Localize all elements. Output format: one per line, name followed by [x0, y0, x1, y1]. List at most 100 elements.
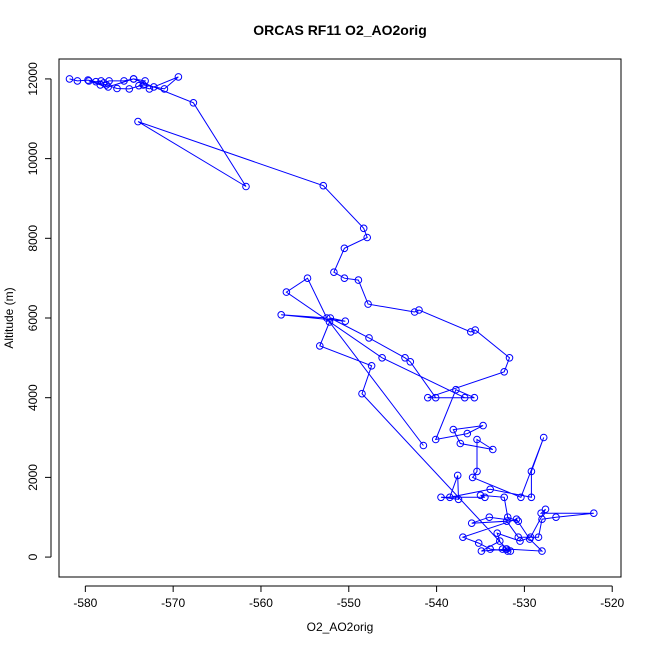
series-layer [65, 73, 598, 555]
data-point [446, 493, 454, 502]
data-point [363, 233, 372, 242]
y-tick-label: 12000 [26, 62, 40, 96]
data-point [486, 485, 495, 494]
data-point [527, 493, 536, 502]
data-point [431, 393, 440, 402]
data-point [452, 385, 460, 394]
data-point [481, 493, 489, 502]
data-point [534, 533, 543, 542]
data-point [354, 276, 363, 284]
data-point [506, 547, 515, 555]
data-point [125, 85, 134, 93]
data-point [141, 77, 149, 85]
data-point [512, 515, 521, 524]
data-point [105, 77, 113, 85]
data-point [120, 77, 128, 85]
data-point [486, 545, 495, 553]
data-point [517, 493, 525, 502]
data-point [500, 493, 509, 502]
y-tick-label: 8000 [26, 225, 40, 252]
data-point [415, 306, 423, 314]
data-point [453, 471, 462, 480]
x-tick-label: -560 [249, 596, 273, 610]
data-point [242, 182, 250, 191]
data-point [325, 318, 334, 326]
data-point [467, 328, 475, 336]
data-point [590, 509, 598, 518]
data-point [378, 354, 386, 362]
data-point [84, 76, 92, 84]
data-point [367, 362, 376, 370]
y-tick-label: 4000 [26, 384, 40, 411]
data-point [473, 435, 481, 444]
data-point [341, 317, 350, 326]
data-point [410, 308, 419, 316]
data-point [145, 85, 154, 93]
data-point [527, 467, 536, 476]
data-point [102, 81, 111, 89]
data-point [514, 533, 523, 542]
data-point [419, 441, 428, 450]
y-tick-label: 10000 [26, 142, 40, 176]
data-point [468, 473, 477, 482]
data-point [467, 519, 476, 528]
data-point [456, 439, 465, 448]
data-point [503, 517, 511, 526]
data-point [489, 445, 497, 454]
data-point [104, 83, 112, 91]
x-tick-label: -540 [425, 596, 449, 610]
data-point [473, 467, 481, 476]
data-point [431, 435, 440, 444]
data-point [498, 545, 507, 553]
data-point [364, 300, 372, 308]
data-point [113, 84, 121, 93]
data-point [135, 81, 143, 90]
data-point [189, 99, 198, 107]
data-point [316, 342, 324, 350]
data-point [460, 393, 469, 402]
data-point [437, 493, 445, 502]
series-line [69, 76, 594, 552]
data-point [134, 117, 142, 126]
x-tick-label: -580 [73, 596, 97, 610]
data-point [538, 515, 546, 524]
data-point [73, 77, 82, 85]
data-point [485, 513, 494, 522]
data-point [474, 539, 483, 547]
data-point [359, 224, 368, 233]
data-point [537, 509, 545, 518]
data-point [516, 537, 524, 545]
data-point [340, 244, 349, 253]
data-point [459, 533, 467, 542]
data-point [319, 181, 328, 190]
data-point [96, 81, 105, 89]
y-tick-label: 0 [26, 553, 40, 560]
plot-frame [58, 58, 622, 578]
data-point [477, 547, 486, 555]
data-point [496, 537, 504, 545]
data-point [85, 77, 93, 85]
data-point [505, 354, 514, 362]
data-point [406, 358, 415, 366]
data-point [470, 393, 479, 402]
data-point [541, 505, 550, 514]
x-tick-label: -550 [337, 596, 361, 610]
data-point [493, 529, 502, 538]
y-tick-label: 2000 [26, 464, 40, 491]
y-axis-label: Altitude (m) [2, 287, 16, 348]
data-point [340, 274, 349, 283]
data-point [476, 491, 485, 500]
x-axis-label: O2_AO2orig [307, 620, 374, 634]
data-point [150, 83, 158, 91]
data-point [514, 517, 523, 526]
y-axis: 0 2000 4000 6000 8000 10000 12000 [26, 62, 52, 560]
data-point [449, 425, 458, 434]
data-point [552, 513, 560, 522]
data-point [174, 73, 183, 81]
data-point [129, 75, 138, 83]
data-point [538, 547, 546, 555]
data-point [539, 433, 548, 442]
data-point [471, 326, 480, 334]
data-point [503, 513, 512, 522]
